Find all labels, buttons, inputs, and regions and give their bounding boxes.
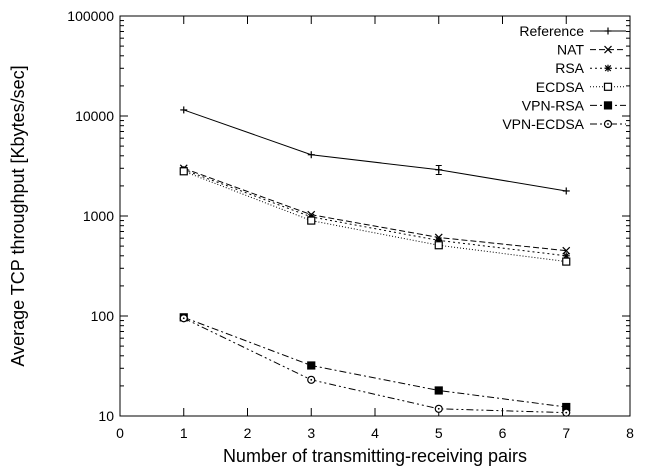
y-ticks: 10 100 1000 10000 100000 <box>67 8 630 424</box>
y-tick-label: 100 <box>91 308 115 324</box>
x-tick-label: 3 <box>307 425 315 441</box>
legend-item-vpn-rsa: VPN-RSA <box>522 97 626 113</box>
marker-open-circle-dot <box>182 317 185 320</box>
data-point <box>307 216 316 225</box>
series-vpn-ecdsa <box>179 314 571 417</box>
plot-frame <box>119 15 631 417</box>
marker-open-circle-dot <box>437 407 440 410</box>
series-line-rsa <box>183 169 567 257</box>
data-point <box>307 375 316 384</box>
legend-label: NAT <box>557 42 584 58</box>
legend-label: ECDSA <box>536 79 585 95</box>
marker-open-square <box>562 257 571 266</box>
series-ecdsa <box>179 167 571 266</box>
legend-item-reference: Reference <box>519 23 626 39</box>
marker-filled-square <box>307 361 316 370</box>
data-point <box>562 408 571 417</box>
legend-label: VPN-RSA <box>522 97 585 113</box>
marker-open-square <box>434 241 443 250</box>
series-reference <box>180 106 570 195</box>
marker-open-circle-dot <box>565 411 568 414</box>
x-axis-label: Number of transmitting-receiving pairs <box>223 446 527 466</box>
data-point <box>434 386 443 395</box>
data-point <box>179 167 188 176</box>
series-group <box>179 106 571 417</box>
legend-item-rsa: RSA <box>555 60 626 76</box>
marker-open-square <box>603 82 613 91</box>
x-tick-label: 1 <box>180 425 188 441</box>
data-point <box>307 151 315 159</box>
data-point <box>562 257 571 266</box>
marker-open-circle-dot <box>607 123 609 125</box>
x-tick-label: 5 <box>435 425 443 441</box>
axes: 10 100 1000 10000 100000 0 1 2 3 4 5 6 7 8 <box>67 8 634 441</box>
y-minor-ticks <box>120 20 630 387</box>
y-tick-label: 10000 <box>75 108 114 124</box>
legend-item-nat: NAT <box>557 42 626 58</box>
marker-filled-square <box>434 386 443 395</box>
y-tick-label: 100000 <box>67 8 114 24</box>
series-line-ecdsa <box>183 170 567 263</box>
data-point <box>434 241 443 250</box>
x-tick-label: 8 <box>626 425 634 441</box>
series-nat <box>179 164 571 255</box>
series-line-vpn-rsa <box>183 316 567 408</box>
legend-label: VPN-ECDSA <box>502 116 584 132</box>
data-point <box>179 314 188 323</box>
y-tick-label: 10 <box>98 408 114 424</box>
x-tick-label: 0 <box>116 425 124 441</box>
x-tick-label: 6 <box>499 425 507 441</box>
legend-label: Reference <box>519 23 584 39</box>
legend-item-ecdsa: ECDSA <box>536 79 626 95</box>
data-point <box>435 166 443 174</box>
data-point <box>180 106 188 114</box>
y-tick-label: 1000 <box>83 208 114 224</box>
marker-filled-square <box>603 101 613 110</box>
series-vpn-rsa <box>179 313 571 412</box>
marker-open-square <box>307 216 316 225</box>
x-tick-label: 4 <box>371 425 379 441</box>
marker-open-circle-dot <box>310 378 313 381</box>
data-point <box>562 187 570 195</box>
plot-root: 10 100 1000 10000 100000 0 1 2 3 4 5 6 7 8 Reference NA… <box>67 8 634 441</box>
series-line-reference <box>183 109 567 192</box>
legend: Reference NAT RSA ECDSA VPN-RSA VPN-ECDSA <box>502 23 626 132</box>
x-tick-label: 2 <box>244 425 252 441</box>
marker-open-square <box>179 167 188 176</box>
legend-label: RSA <box>555 60 584 76</box>
series-line-vpn-ecdsa <box>183 317 567 414</box>
x-tick-label: 7 <box>562 425 570 441</box>
y-axis-label: Average TCP throughput [Kbytes/sec] <box>8 65 28 366</box>
marker-star <box>604 64 612 72</box>
legend-item-vpn-ecdsa: VPN-ECDSA <box>502 116 626 132</box>
data-point <box>307 361 316 370</box>
marker-cross <box>604 45 612 54</box>
series-line-nat <box>183 167 567 252</box>
data-point <box>434 404 443 413</box>
